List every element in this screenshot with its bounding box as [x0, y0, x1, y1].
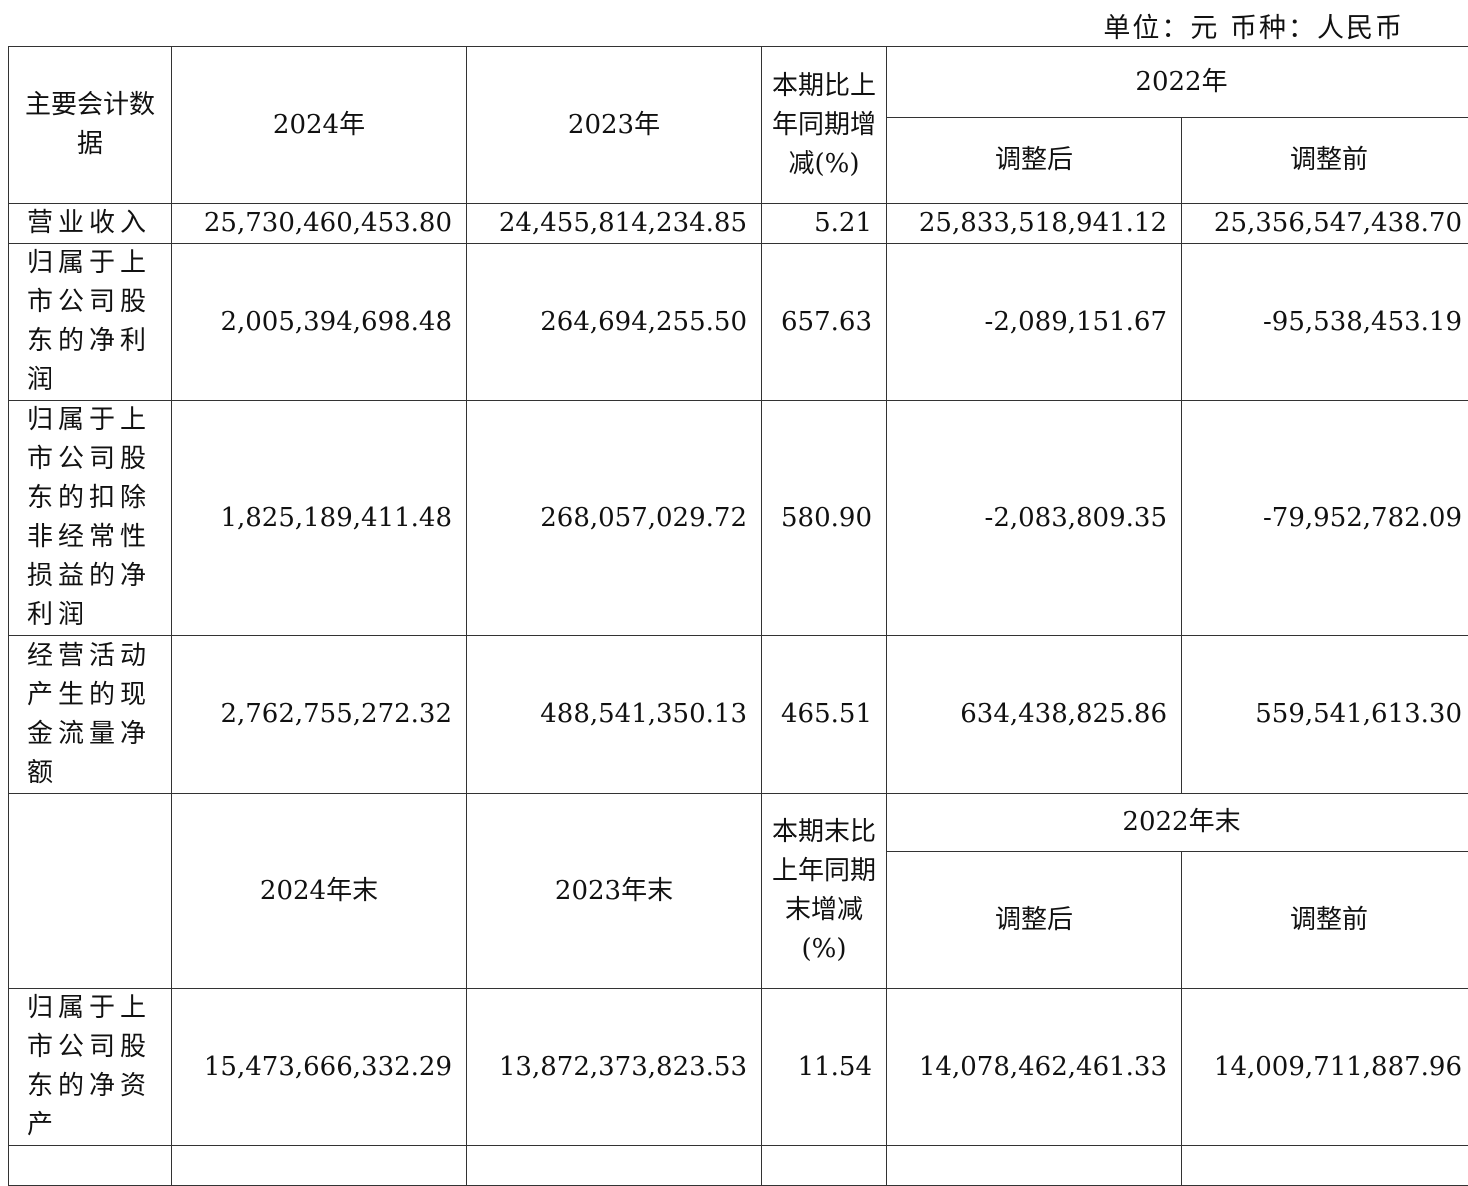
- value-change: 657.63: [762, 244, 887, 401]
- row-label: 经营活动产生的现金流量净额: [9, 636, 172, 794]
- header-2023: 2023年: [467, 47, 762, 204]
- row-label: 营业收入: [9, 204, 172, 244]
- header-row-2: 2024年末 2023年末 本期末比上年同期末增减(%) 2022年末: [9, 794, 1468, 852]
- value-2022-before: 25,356,547,438.70: [1182, 204, 1468, 244]
- header-adjusted: 调整后: [887, 118, 1182, 204]
- value-2023: 264,694,255.50: [467, 244, 762, 401]
- value-2022-before: -95,538,453.19: [1182, 244, 1468, 401]
- value-2022-before: -79,952,782.09: [1182, 401, 1468, 636]
- value-2022-adjusted: 14,078,462,461.33: [887, 989, 1182, 1146]
- value-2024: 1,825,189,411.48: [172, 401, 467, 636]
- header-2022: 2022年: [887, 47, 1468, 118]
- value-2024: 2,762,755,272.32: [172, 636, 467, 794]
- value-2024: 25,730,460,453.80: [172, 204, 467, 244]
- row-label: 归属于上市公司股东的扣除非经常性损益的净利润: [9, 401, 172, 636]
- header-adjusted: 调整后: [887, 852, 1182, 989]
- header-item: 主要会计数据: [9, 47, 172, 204]
- table-row: 经营活动产生的现金流量净额 2,762,755,272.32 488,541,3…: [9, 636, 1468, 794]
- header-row: 主要会计数据 2024年 2023年 本期比上年同期增减(%) 2022年: [9, 47, 1468, 118]
- row-label: 归属于上市公司股东的净资产: [9, 989, 172, 1146]
- header-item: [9, 794, 172, 989]
- table-row: 营业收入 25,730,460,453.80 24,455,814,234.85…: [9, 204, 1468, 244]
- value-2023: 268,057,029.72: [467, 401, 762, 636]
- value-change: 5.21: [762, 204, 887, 244]
- value-2022-adjusted: 634,438,825.86: [887, 636, 1182, 794]
- value-2022-adjusted: 25,833,518,941.12: [887, 204, 1182, 244]
- table-row: 归属于上市公司股东的扣除非经常性损益的净利润 1,825,189,411.48 …: [9, 401, 1468, 636]
- value-2024: 2,005,394,698.48: [172, 244, 467, 401]
- header-change-end: 本期末比上年同期末增减(%): [762, 794, 887, 989]
- value-2022-before: 14,009,711,887.96: [1182, 989, 1468, 1146]
- value-2023-end: 13,872,373,823.53: [467, 989, 762, 1146]
- value-2023: 24,455,814,234.85: [467, 204, 762, 244]
- header-before-adjust: 调整前: [1182, 852, 1468, 989]
- header-before-adjust: 调整前: [1182, 118, 1468, 204]
- value-2024-end: 15,473,666,332.29: [172, 989, 467, 1146]
- value-change: 465.51: [762, 636, 887, 794]
- row-label: 归属于上市公司股东的净利润: [9, 244, 172, 401]
- table-row: 归属于上市公司股东的净资产 15,473,666,332.29 13,872,3…: [9, 989, 1468, 1146]
- header-change: 本期比上年同期增减(%): [762, 47, 887, 204]
- value-change: 11.54: [762, 989, 887, 1146]
- header-2022-end: 2022年末: [887, 794, 1468, 852]
- key-accounting-data-table: 主要会计数据 2024年 2023年 本期比上年同期增减(%) 2022年 调整…: [8, 46, 1468, 1186]
- table-row: 归属于上市公司股东的净利润 2,005,394,698.48 264,694,2…: [9, 244, 1468, 401]
- value-2022-before: 559,541,613.30: [1182, 636, 1468, 794]
- value-2022-adjusted: -2,083,809.35: [887, 401, 1182, 636]
- value-2023: 488,541,350.13: [467, 636, 762, 794]
- unit-note: 单位：元 币种：人民币: [1103, 6, 1404, 45]
- header-2024-end: 2024年末: [172, 794, 467, 989]
- value-change: 580.90: [762, 401, 887, 636]
- table-row-partial: [9, 1146, 1468, 1186]
- value-2022-adjusted: -2,089,151.67: [887, 244, 1182, 401]
- header-2024: 2024年: [172, 47, 467, 204]
- header-2023-end: 2023年末: [467, 794, 762, 989]
